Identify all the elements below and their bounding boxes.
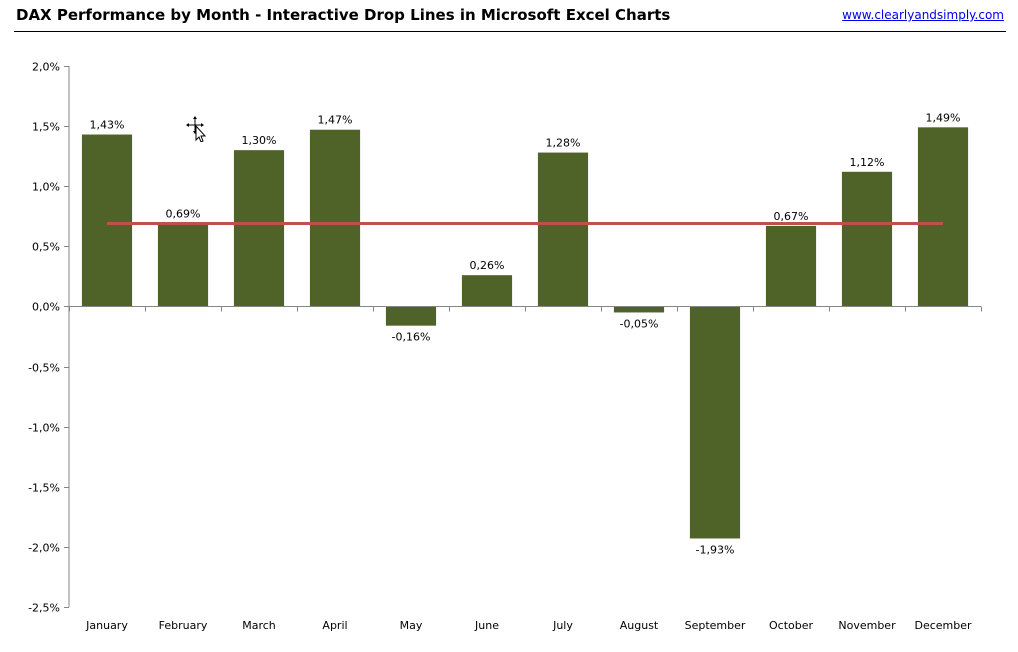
- x-tick-label: November: [838, 619, 896, 632]
- y-tick-label: -2,5%: [28, 602, 60, 615]
- bar-june: [461, 275, 513, 307]
- x-tick-label: April: [322, 619, 347, 632]
- y-tick-label: 1,5%: [32, 121, 60, 134]
- bar-february: [157, 223, 209, 307]
- x-tick-label: December: [914, 619, 972, 632]
- data-label: 1,12%: [850, 156, 885, 169]
- x-tick-label: June: [474, 619, 499, 632]
- data-label: 0,26%: [470, 259, 505, 272]
- x-tick-label: July: [552, 619, 573, 632]
- y-tick-label: -2,0%: [28, 542, 60, 555]
- y-tick-label: 0,5%: [32, 241, 60, 254]
- data-label: 1,43%: [90, 119, 125, 132]
- bar-september: [689, 306, 741, 539]
- y-tick-label: -1,5%: [28, 482, 60, 495]
- bar-january: [81, 134, 133, 307]
- x-tick-label: February: [159, 619, 208, 632]
- y-tick-label: -0,5%: [28, 362, 60, 375]
- x-tick-label: January: [85, 619, 128, 632]
- data-label: -0,05%: [620, 317, 659, 330]
- site-link[interactable]: www.clearlyandsimply.com: [842, 8, 1004, 22]
- bar-october: [765, 225, 817, 307]
- x-axis: January February March April May June July Augu…: [69, 306, 982, 632]
- data-label: 0,67%: [774, 210, 809, 223]
- bar-april: [309, 129, 361, 307]
- bar-july: [537, 152, 589, 307]
- page-title: DAX Performance by Month - Interactive D…: [16, 6, 671, 24]
- y-tick-label: -1,0%: [28, 422, 60, 435]
- y-tick-label: 0,0%: [32, 301, 60, 314]
- bar-december: [917, 127, 969, 307]
- data-label: -0,16%: [392, 331, 431, 344]
- data-label: 1,28%: [546, 137, 581, 150]
- x-tick-label: September: [685, 619, 746, 632]
- data-label: -1,93%: [696, 543, 735, 556]
- header-divider: [14, 31, 1006, 32]
- move-cursor-icon: [186, 116, 207, 142]
- x-tick-label: May: [400, 619, 423, 632]
- bar-november: [841, 171, 893, 307]
- x-tick-label: August: [620, 619, 659, 632]
- y-axis: 2,0% 1,5% 1,0% 0,5% 0,0% -0,5% -1,0% -1,5% -2,0%…: [28, 61, 70, 615]
- data-label: 1,47%: [318, 114, 353, 127]
- bar-march: [233, 150, 285, 307]
- data-label: 1,30%: [242, 134, 277, 147]
- y-tick-label: 1,0%: [32, 181, 60, 194]
- bar-august: [613, 306, 665, 313]
- x-tick-label: March: [242, 619, 276, 632]
- bars: [81, 127, 969, 539]
- data-labels: 1,43% 0,69% 1,30% 1,47% -0,16% 0,26% 1,28% -0,0…: [90, 111, 961, 556]
- data-label: 0,69%: [166, 207, 201, 220]
- bar-may: [385, 306, 437, 326]
- header: DAX Performance by Month - Interactive D…: [0, 0, 1018, 33]
- y-tick-label: 2,0%: [32, 61, 60, 74]
- data-label: 1,49%: [926, 111, 961, 124]
- x-tick-label: October: [769, 619, 813, 632]
